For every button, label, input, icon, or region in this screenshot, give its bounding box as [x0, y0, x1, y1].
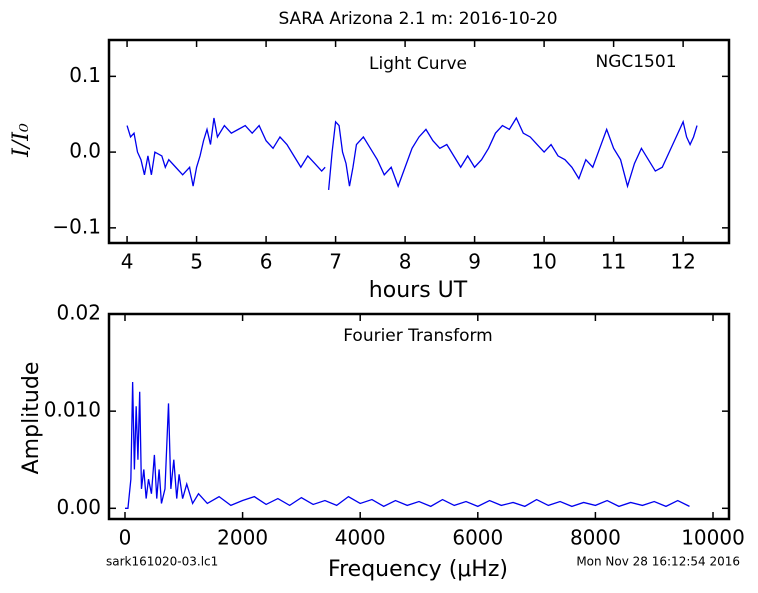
- x-tick-label: 8: [399, 250, 412, 274]
- x-tick-label: 0: [119, 526, 132, 550]
- file-label: sark161020-03.lc1: [106, 555, 218, 569]
- y-tick-label: 0.010: [44, 398, 101, 422]
- x-tick-label: 6000: [452, 526, 503, 550]
- y-tick-label: 0.00: [56, 495, 101, 519]
- y-axis-label: I/I₀: [9, 123, 34, 158]
- x-tick-label: 12: [670, 250, 695, 274]
- y-tick-label: 0.02: [56, 301, 101, 325]
- y-tick-label: −0.1: [52, 214, 101, 238]
- y-tick-label: 0.0: [69, 139, 101, 163]
- x-tick-label: 4000: [335, 526, 386, 550]
- figure-title: SARA Arizona 2.1 m: 2016-10-20: [278, 9, 557, 29]
- x-tick-label: 6: [260, 250, 273, 274]
- annotation: Light Curve: [369, 54, 467, 74]
- x-tick-label: 10000: [681, 526, 745, 550]
- plot-frame: [107, 312, 731, 521]
- x-tick-label: 2000: [217, 526, 268, 550]
- x-tick-label: 5: [190, 250, 203, 274]
- x-tick-label: 4: [121, 250, 134, 274]
- annotation: NGC1501: [595, 52, 676, 72]
- x-tick-label: 10: [531, 250, 556, 274]
- x-tick-label: 11: [601, 250, 626, 274]
- annotation: Fourier Transform: [343, 326, 492, 346]
- x-tick-label: 8000: [570, 526, 621, 550]
- x-axis-label: Frequency (μHz): [328, 557, 508, 582]
- x-tick-label: 9: [468, 250, 481, 274]
- data-line: [124, 381, 690, 509]
- y-axis-label: Amplitude: [19, 362, 44, 475]
- plot-frame: [107, 38, 731, 245]
- y-tick-label: 0.1: [69, 63, 101, 87]
- timestamp: Mon Nov 28 16:12:54 2016: [576, 555, 740, 569]
- data-line: [126, 116, 698, 191]
- x-axis-label: hours UT: [369, 278, 468, 303]
- x-tick-label: 7: [329, 250, 342, 274]
